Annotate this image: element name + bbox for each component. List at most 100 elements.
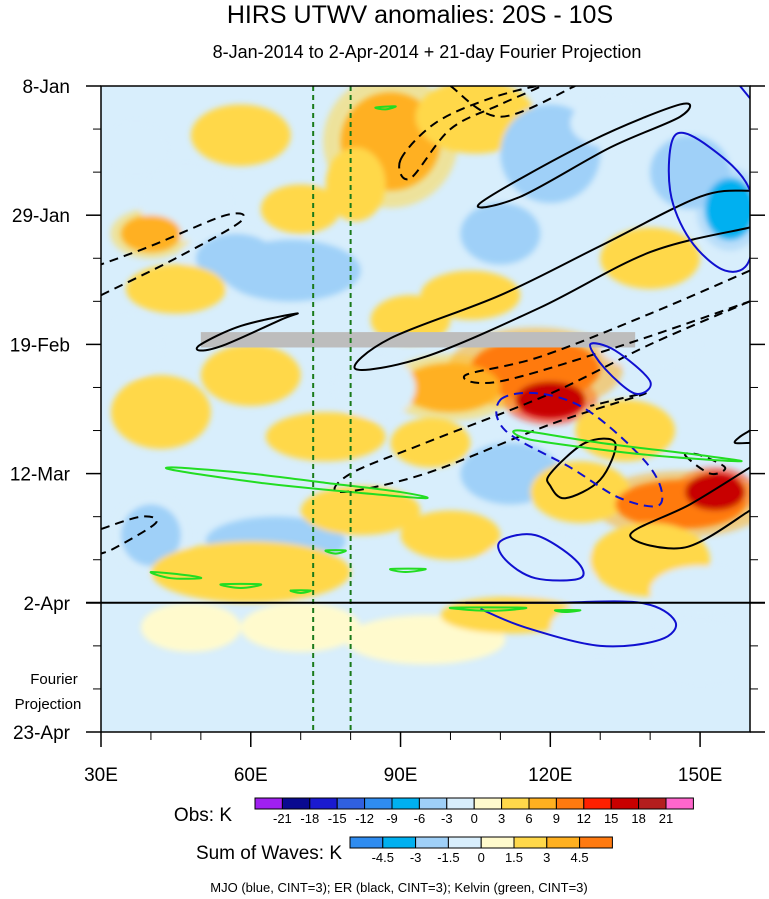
legend-level-label: 21: [659, 811, 673, 826]
y-tick-label: 19-Feb: [10, 335, 70, 356]
field-blob: [101, 313, 161, 376]
er-contour: [195, 312, 299, 352]
legend-level-label: 1.5: [505, 850, 523, 865]
field-blob: [190, 104, 291, 166]
field-blob: [400, 510, 501, 560]
waves-colorbar: -4.5 -3 -1.5 0 1.5 3 4.5: [349, 836, 613, 865]
kelvin-contour: [219, 582, 263, 590]
kelvin-contour: [289, 589, 312, 594]
legend-swatch: [349, 836, 384, 849]
field-blob: [150, 541, 351, 603]
legend-level-label: 12: [577, 811, 591, 826]
legend-swatch: [579, 836, 613, 849]
field-blob: [705, 178, 750, 240]
field-blob: [390, 418, 471, 468]
footer-note: MJO (blue, CINT=3); ER (black, CINT=3); …: [210, 880, 587, 895]
field-blob: [685, 473, 746, 511]
field-blob: [515, 381, 586, 419]
er-contour: [333, 300, 750, 494]
kelvin-contour: [448, 606, 528, 612]
legend-swatch: [418, 797, 448, 810]
y-tick-label: 2-Apr: [24, 594, 71, 615]
legend-level-label: 6: [525, 811, 532, 826]
er-contour: [449, 86, 576, 118]
field-blob: [300, 485, 421, 536]
kelvin-contour: [512, 429, 743, 463]
field-blob: [480, 535, 601, 597]
legend-level-label: 0: [478, 850, 485, 865]
legend-level-label: 3: [543, 850, 550, 865]
y-tick-label: 12-Mar: [10, 465, 71, 486]
legend-swatch: [528, 797, 557, 810]
field-blob: [110, 375, 211, 449]
legend-level-label: -15: [328, 811, 347, 826]
er-contour: [101, 212, 246, 297]
kelvin-contour: [374, 105, 397, 111]
projection-label-line2: Projection: [15, 696, 82, 713]
wave-contours: [101, 86, 750, 648]
legend-level-label: 3: [498, 811, 505, 826]
x-tick-label: 90E: [384, 765, 418, 786]
legend-swatch: [638, 797, 667, 810]
field-blob: [650, 565, 750, 616]
field-blob: [120, 504, 181, 566]
missing-data-band: [200, 332, 636, 348]
field-blob: [440, 596, 581, 634]
field-blob: [370, 295, 451, 345]
field-blob: [460, 202, 541, 265]
anomaly-field: [101, 86, 750, 683]
y-tick-label: 8-Jan: [22, 77, 70, 98]
legend-swatch: [480, 836, 515, 849]
legend-swatch: [513, 836, 548, 849]
legend-level-label: -12: [355, 811, 374, 826]
chart-title: HIRS UTWV anomalies: 20S - 10S: [227, 1, 613, 29]
x-tick-label: 120E: [528, 765, 572, 786]
er-contour: [629, 466, 750, 550]
er-contour: [477, 102, 692, 209]
legend-swatch: [415, 836, 449, 849]
field-blob: [265, 412, 386, 462]
legend-level-label: -6: [414, 811, 426, 826]
legend-swatch: [473, 797, 503, 810]
legend-swatch: [501, 797, 530, 810]
waves-legend-label: Sum of Waves: K: [196, 843, 342, 864]
mjo-contour: [739, 86, 750, 99]
er-contour: [101, 515, 158, 555]
er-contour: [353, 189, 750, 371]
legend-swatch: [336, 797, 366, 810]
kelvin-contour: [164, 466, 429, 500]
y-tick-label: 29-Jan: [12, 206, 70, 227]
er-contour: [733, 429, 750, 445]
legend-level-label: -9: [386, 811, 398, 826]
legend-swatch: [391, 797, 420, 810]
field-blob: [325, 147, 386, 222]
field-blob: [650, 621, 750, 683]
field-blob: [600, 227, 701, 290]
er-contour: [546, 437, 617, 500]
kelvin-contour: [149, 570, 203, 580]
legend-level-label: 0: [471, 811, 478, 826]
field-blob: [575, 399, 676, 462]
field-blob: [550, 602, 651, 653]
legend-swatch: [281, 797, 311, 810]
mjo-contour: [667, 131, 750, 273]
legend-level-label: -3: [410, 850, 422, 865]
field-blob: [260, 184, 341, 234]
chart-subtitle: 8-Jan-2014 to 2-Apr-2014 + 21-day Fourie…: [213, 42, 642, 62]
x-tick-label: 150E: [678, 765, 722, 786]
legend-swatch: [610, 797, 640, 810]
field-blob: [120, 215, 181, 253]
legend-swatch: [665, 797, 694, 810]
er-contour: [398, 86, 542, 181]
field-blob: [400, 362, 501, 413]
legend-level-label: -3: [441, 811, 453, 826]
mjo-contour: [589, 342, 652, 395]
field-blob: [105, 122, 166, 173]
field-blob: [530, 461, 631, 523]
obs-colorbar: -21 -18 -15 -12 -9 -6 -3 0 3 6 9 12 15 18 21: [254, 797, 694, 826]
field-blob: [125, 264, 226, 314]
mjo-contour: [495, 391, 664, 508]
legend-swatch: [446, 797, 475, 810]
legend-swatch: [546, 836, 581, 849]
